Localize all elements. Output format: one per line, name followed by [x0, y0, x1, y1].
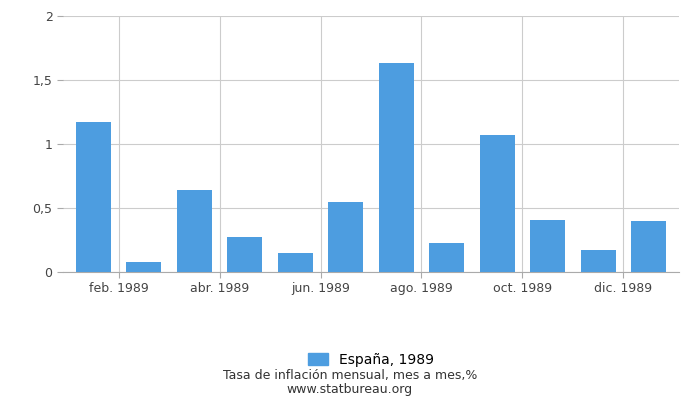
- Bar: [530, 220, 566, 272]
- Bar: [278, 253, 313, 272]
- Bar: [480, 135, 515, 272]
- Bar: [126, 262, 162, 272]
- Bar: [631, 221, 666, 272]
- Bar: [328, 202, 363, 272]
- Bar: [429, 242, 464, 272]
- Text: www.statbureau.org: www.statbureau.org: [287, 384, 413, 396]
- Bar: [76, 122, 111, 272]
- Bar: [227, 238, 262, 272]
- Legend: España, 1989: España, 1989: [302, 348, 440, 372]
- Bar: [379, 63, 414, 272]
- Bar: [580, 250, 616, 272]
- Bar: [176, 190, 212, 272]
- Text: Tasa de inflación mensual, mes a mes,%: Tasa de inflación mensual, mes a mes,%: [223, 370, 477, 382]
